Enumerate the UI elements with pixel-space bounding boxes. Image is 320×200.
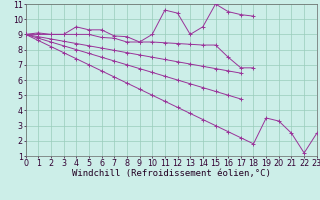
X-axis label: Windchill (Refroidissement éolien,°C): Windchill (Refroidissement éolien,°C) xyxy=(72,169,271,178)
